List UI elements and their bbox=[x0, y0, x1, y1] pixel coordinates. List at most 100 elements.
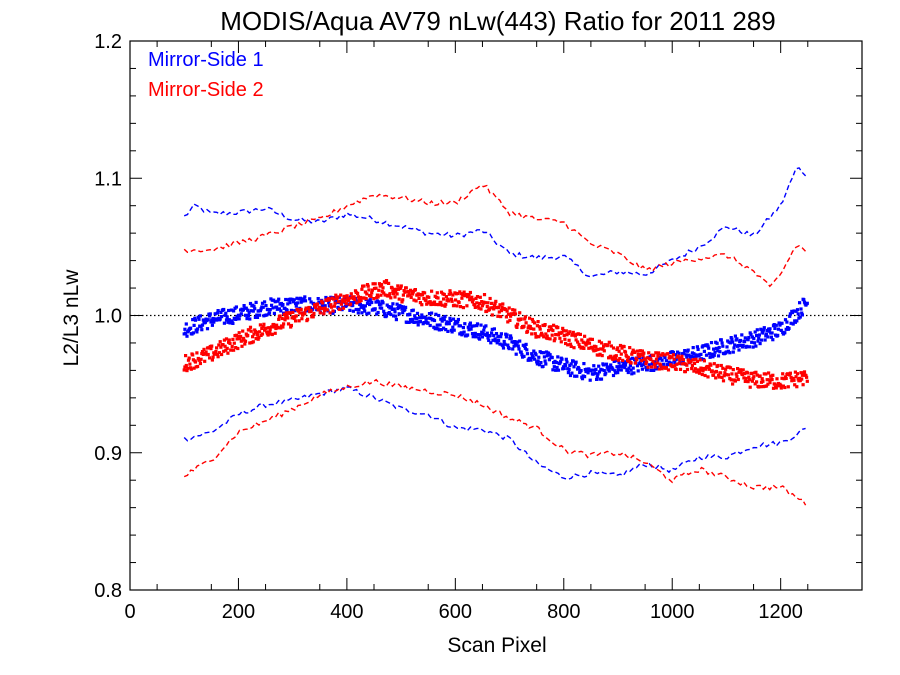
mirror-side-2-point bbox=[706, 375, 710, 379]
mirror-side-2-point bbox=[294, 314, 298, 318]
mirror-side-1-point bbox=[405, 320, 409, 324]
mirror-side-2-point bbox=[647, 351, 651, 355]
mirror-side-2-point bbox=[264, 326, 268, 330]
mirror-side-1-point bbox=[706, 344, 710, 348]
mirror-side-1-point bbox=[365, 312, 369, 316]
mirror-side-2-point bbox=[685, 367, 690, 372]
mirror-side-2-point bbox=[786, 385, 790, 389]
mirror-side-2-point bbox=[538, 327, 542, 331]
mirror-side-1-point bbox=[494, 339, 498, 343]
mirror-side-1-point bbox=[600, 368, 604, 372]
mirror-side-2-point bbox=[599, 341, 604, 345]
mirror-side-1-point bbox=[795, 308, 800, 312]
mirror-side-1-point bbox=[266, 308, 270, 312]
mirror-side-2-point bbox=[673, 363, 677, 368]
mirror-side-1-point bbox=[761, 331, 765, 335]
mirror-side-2-point bbox=[297, 319, 301, 323]
mirror-side-2-point bbox=[185, 369, 189, 373]
mirror-side-1-point bbox=[396, 305, 401, 309]
mirror-side-2-point bbox=[364, 297, 368, 301]
mirror-side-1-point bbox=[251, 309, 255, 313]
mirror-side-1-point bbox=[382, 312, 386, 316]
mirror-side-1-point bbox=[367, 311, 371, 315]
mirror-side-1-point bbox=[294, 304, 298, 308]
mirror-side-1-point bbox=[623, 366, 627, 370]
mirror-side-1-point bbox=[189, 326, 193, 330]
mirror-side-2-point bbox=[418, 301, 422, 305]
mirror-side-2-point bbox=[384, 279, 389, 283]
mirror-side-2-point bbox=[281, 325, 285, 329]
mirror-side-1-point bbox=[422, 321, 426, 325]
mirror-side-2-point bbox=[449, 291, 453, 295]
mirror-side-1-point bbox=[263, 300, 267, 304]
x-tick-label: 800 bbox=[547, 601, 580, 623]
mirror-side-2-point bbox=[599, 347, 603, 351]
mirror-side-2-point bbox=[802, 370, 807, 374]
mirror-side-2-point bbox=[509, 314, 513, 318]
mirror-side-2-point bbox=[690, 363, 694, 368]
mirror-side-2-point bbox=[344, 298, 348, 302]
mirror-side-2-point bbox=[451, 293, 455, 297]
mirror-side-2-point bbox=[235, 337, 239, 341]
mirror-side-2-point bbox=[703, 373, 707, 378]
mirror-side-2-point bbox=[594, 345, 598, 349]
mirror-side-1-point bbox=[655, 366, 659, 370]
mirror-side-2-point bbox=[243, 342, 247, 346]
mirror-side-1-point bbox=[750, 340, 754, 344]
mirror-side-1-point bbox=[273, 300, 277, 304]
mirror-side-1-point bbox=[671, 351, 675, 355]
mirror-side-1-point bbox=[458, 324, 463, 328]
mirror-side-2-point bbox=[299, 307, 303, 311]
mirror-side-1-point bbox=[296, 301, 300, 305]
mirror-side-2-point bbox=[712, 362, 716, 366]
y-tick-label: 1.2 bbox=[94, 31, 122, 53]
mirror-side-1-point bbox=[470, 332, 475, 336]
mirror-side-1-point bbox=[201, 318, 205, 322]
mirror-side-2-point bbox=[606, 343, 610, 347]
mirror-side-2-point bbox=[458, 290, 462, 294]
mirror-side-1-point bbox=[198, 314, 202, 318]
mirror-side-2-point bbox=[548, 337, 552, 341]
mirror-side-2-point bbox=[289, 323, 293, 328]
mirror-side-1-point bbox=[229, 308, 233, 312]
mirror-side-2-point bbox=[391, 289, 395, 294]
mirror-side-1-point bbox=[755, 328, 759, 332]
mirror-side-2-point bbox=[562, 333, 566, 337]
mirror-side-1-point bbox=[232, 309, 236, 313]
x-tick-label: 600 bbox=[439, 601, 472, 623]
mirror-side-1-point bbox=[370, 300, 374, 304]
mirror-side-1-point bbox=[462, 330, 466, 334]
mirror-side-1-point bbox=[591, 372, 595, 376]
mirror-side-1-point bbox=[485, 333, 489, 337]
mirror-side-1-point bbox=[695, 354, 699, 358]
mirror-side-2-point bbox=[355, 301, 359, 305]
mirror-side-2-point bbox=[643, 357, 647, 362]
mirror-side-2-point bbox=[698, 358, 702, 362]
mirror-side-1-point bbox=[392, 307, 396, 311]
mirror-side-2-point bbox=[556, 325, 560, 329]
mirror-side-2-point bbox=[457, 300, 461, 305]
mirror-side-1-point bbox=[498, 342, 502, 346]
mirror-side-1-point bbox=[295, 296, 299, 300]
mirror-side-2-point bbox=[676, 354, 680, 358]
mirror-side-2-point bbox=[671, 365, 675, 369]
mirror-side-1-point bbox=[389, 305, 394, 309]
mirror-side-1-point bbox=[590, 368, 594, 372]
mirror-side-2-point bbox=[724, 373, 728, 377]
mirror-side-1-point bbox=[759, 338, 764, 342]
mirror-side-2-point bbox=[216, 355, 220, 359]
mirror-side-1-point bbox=[719, 338, 723, 342]
mirror-side-2-point bbox=[258, 323, 262, 327]
mirror-side-1-point bbox=[230, 319, 234, 323]
mirror-side-2-point bbox=[280, 316, 284, 321]
mirror-side-1-point bbox=[716, 349, 720, 353]
mirror-side-1-point bbox=[575, 374, 579, 378]
mirror-side-2-point bbox=[805, 379, 809, 383]
mirror-side-1-point bbox=[770, 331, 774, 335]
mirror-side-2-point bbox=[314, 306, 318, 310]
mirror-side-2-point bbox=[353, 297, 357, 302]
mirror-side-1-point bbox=[728, 351, 732, 355]
mirror-side-1-point bbox=[604, 362, 609, 366]
mirror-side-1-point bbox=[544, 362, 548, 366]
